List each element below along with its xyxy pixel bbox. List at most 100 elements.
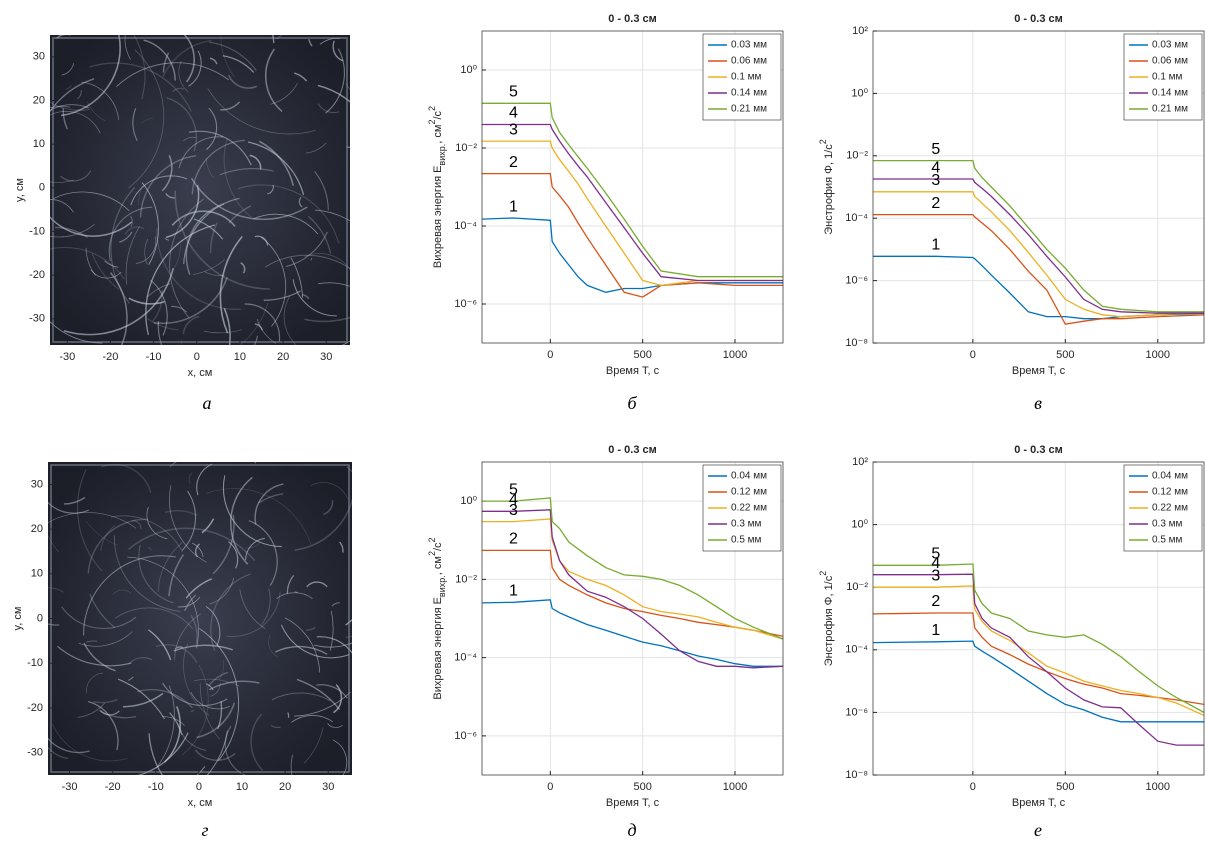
streak bbox=[77, 469, 103, 572]
streak bbox=[345, 83, 350, 91]
streak bbox=[155, 644, 198, 664]
x-tick-label: 500 bbox=[1056, 349, 1074, 361]
streak bbox=[29, 496, 33, 545]
streak bbox=[314, 170, 329, 211]
streak bbox=[201, 518, 215, 534]
y-tick-label: 10⁻² bbox=[455, 573, 477, 585]
streak bbox=[205, 107, 218, 151]
legend-label: 0.22 мм bbox=[1152, 503, 1188, 514]
x-axis-label: x, см bbox=[188, 797, 213, 809]
streak bbox=[110, 272, 128, 345]
streak bbox=[254, 483, 284, 525]
streak bbox=[1, 199, 13, 227]
x-tick-label: -30 bbox=[59, 351, 75, 363]
streak bbox=[315, 209, 350, 222]
streak bbox=[174, 613, 201, 661]
streak bbox=[332, 739, 348, 775]
streak bbox=[50, 216, 133, 237]
streak bbox=[122, 692, 164, 708]
streak bbox=[150, 279, 168, 336]
streak bbox=[261, 588, 271, 625]
streak bbox=[265, 254, 350, 270]
streak bbox=[275, 379, 304, 390]
streak bbox=[16, 81, 31, 106]
panel: -30 -20 -10 0 10 20 30 -30 -20 -10 0 10 20 30 x, см y, … bbox=[1, 35, 350, 413]
streak bbox=[181, 664, 209, 756]
y-tick-label: 10⁻² bbox=[846, 581, 868, 593]
streak bbox=[188, 50, 202, 87]
streak bbox=[153, 277, 228, 325]
axes-box bbox=[481, 30, 784, 344]
x-tick-label: -20 bbox=[102, 351, 118, 363]
y-axis-label: y, см bbox=[12, 607, 24, 631]
streak bbox=[181, 490, 197, 551]
streak bbox=[133, 35, 146, 100]
y-axis-label-part: Энстрофия Φ, 1/с bbox=[823, 575, 835, 666]
streak bbox=[181, 339, 183, 345]
y-axis-label-part: Энстрофия Φ, 1/с bbox=[823, 144, 835, 235]
streak bbox=[148, 629, 172, 661]
streak bbox=[258, 493, 284, 504]
streak bbox=[254, 462, 256, 464]
legend-label: 0.22 мм bbox=[731, 503, 767, 514]
streak bbox=[317, 103, 340, 114]
streak bbox=[169, 462, 177, 467]
series-line bbox=[482, 172, 783, 298]
streak bbox=[205, 605, 221, 646]
streak bbox=[183, 643, 210, 716]
streak bbox=[124, 226, 145, 236]
y-tick-label: 10 bbox=[33, 138, 45, 150]
x-tick-label: 0 bbox=[547, 781, 553, 793]
streak bbox=[169, 485, 207, 563]
streak bbox=[137, 689, 194, 709]
curve-label: 4 bbox=[509, 105, 518, 122]
streak bbox=[50, 179, 74, 183]
streak bbox=[247, 141, 305, 195]
curve-label: 1 bbox=[931, 622, 940, 639]
streak bbox=[157, 541, 183, 592]
chart-title: 0 - 0.3 см bbox=[1014, 13, 1063, 25]
streak bbox=[345, 635, 352, 638]
y-tick-label: 10⁰ bbox=[460, 495, 477, 507]
x-tick-label: 30 bbox=[322, 781, 334, 793]
streak bbox=[327, 723, 343, 728]
streak bbox=[61, 606, 137, 630]
streak bbox=[306, 626, 316, 631]
streak bbox=[360, 693, 387, 718]
series-line bbox=[873, 191, 1204, 318]
streak bbox=[51, 723, 128, 762]
streak bbox=[331, 602, 341, 607]
streak bbox=[228, 205, 252, 224]
legend-label: 0.03 мм bbox=[731, 40, 767, 51]
streak bbox=[129, 215, 133, 228]
streak bbox=[190, 710, 195, 712]
streak bbox=[132, 108, 138, 142]
streak bbox=[190, 614, 198, 645]
streak bbox=[253, 335, 259, 345]
y-tick-label: 30 bbox=[31, 478, 43, 490]
streak bbox=[131, 520, 142, 530]
streaks bbox=[29, 462, 387, 775]
series-line bbox=[873, 213, 1204, 325]
streak bbox=[368, 505, 376, 539]
axes-box bbox=[872, 30, 1205, 344]
streak bbox=[332, 40, 344, 62]
streak bbox=[48, 512, 137, 529]
streak bbox=[60, 35, 121, 117]
streak bbox=[83, 555, 176, 636]
streak bbox=[50, 110, 101, 134]
x-tick-label: -30 bbox=[62, 781, 78, 793]
streak bbox=[127, 676, 134, 681]
y-tick-label: 0 bbox=[37, 612, 43, 624]
streak bbox=[169, 198, 205, 319]
streak bbox=[169, 712, 183, 736]
streak bbox=[48, 587, 64, 593]
curve-label: 4 bbox=[931, 159, 940, 176]
x-tick-label: 10 bbox=[234, 351, 246, 363]
streak bbox=[303, 727, 324, 764]
streak bbox=[218, 659, 225, 681]
streak bbox=[291, 715, 334, 723]
y-tick-label: 10⁻⁶ bbox=[845, 706, 868, 718]
streak bbox=[110, 39, 121, 83]
legend-label: 0.03 мм bbox=[1152, 40, 1188, 51]
